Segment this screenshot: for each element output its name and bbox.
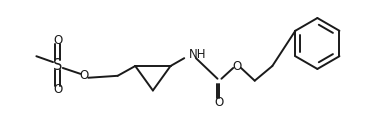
Text: O: O bbox=[233, 59, 242, 72]
Text: S: S bbox=[53, 58, 63, 72]
Text: O: O bbox=[80, 69, 89, 82]
Text: O: O bbox=[215, 96, 224, 109]
Text: O: O bbox=[53, 34, 63, 47]
Text: NH: NH bbox=[189, 48, 207, 61]
Text: O: O bbox=[53, 83, 63, 96]
